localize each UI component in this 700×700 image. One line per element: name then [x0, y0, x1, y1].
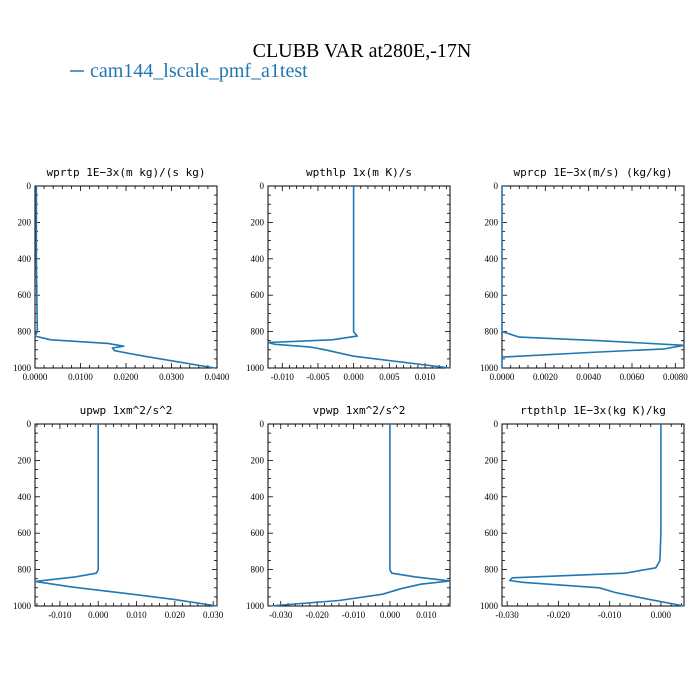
y-tick-label: 400	[251, 492, 265, 502]
x-tick-label: 0.010	[415, 372, 436, 382]
chart-panels: wprtp 1E−3x(m kg)/(s kg) 0 200 400 600 800 100…	[13, 166, 688, 620]
x-tick-label: 0.0200	[114, 372, 139, 382]
panel-3: wprcp 1E−3x(m/s) (kg/kg) 0 200 400 600 800 100…	[480, 166, 688, 382]
y-tick-label: 0	[494, 419, 499, 429]
panel-6: rtpthlp 1E−3x(kg K)/kg02004006008001000-…	[480, 404, 685, 620]
y-tick-label: 600	[485, 290, 499, 300]
x-tick-label: 0.010	[416, 610, 437, 620]
y-tick-label: 400	[18, 254, 32, 264]
x-tick-label: 0.0000	[23, 372, 48, 382]
x-tick-label: -0.020	[547, 610, 571, 620]
x-tick-label: 0.0020	[533, 372, 558, 382]
x-tick-label: -0.020	[306, 610, 330, 620]
y-tick-label: 200	[251, 455, 265, 465]
x-tick-label: 0.0100	[68, 372, 93, 382]
series-line	[501, 186, 685, 368]
x-tick-label: 0.000	[380, 610, 401, 620]
figure-title: CLUBB VAR at280E,-17N	[253, 40, 472, 62]
y-tick-label: 1000	[13, 363, 32, 373]
panel-1: wprtp 1E−3x(m kg)/(s kg) 0 200 400 600 800 100…	[13, 166, 230, 382]
x-tick-label: 0.0300	[159, 372, 184, 382]
panel-title: vpwp 1xm^2/s^2	[313, 404, 406, 417]
x-tick-label: 0.000	[88, 610, 109, 620]
x-tick-label: -0.030	[496, 610, 520, 620]
y-tick-label: 800	[485, 565, 499, 575]
y-tick-label: 200	[485, 455, 499, 465]
y-tick-label: 1000	[13, 601, 32, 611]
panel-title: upwp 1xm^2/s^2	[80, 404, 173, 417]
panel-2: wpthlp 1x(m K)/s 0 200 400 600 800 1000 -0.010 -…	[246, 166, 451, 382]
y-tick-label: 1000	[480, 363, 499, 373]
panel-4: upwp 1xm^2/s^2 0 200 400 600 800 1000 -0.010 0.0…	[13, 404, 224, 620]
legend: cam144_lscale_pmf_a1test	[70, 60, 308, 82]
panel-title: wprtp 1E−3x(m kg)/(s kg)	[47, 166, 206, 179]
panel-title: rtpthlp 1E−3x(kg K)/kg	[520, 404, 666, 417]
x-tick-label: -0.010	[342, 610, 366, 620]
y-tick-label: 0	[260, 419, 265, 429]
y-tick-label: 800	[18, 327, 32, 337]
y-tick-label: 0	[27, 181, 32, 191]
legend-label: cam144_lscale_pmf_a1test	[90, 60, 308, 82]
x-tick-label: 0.0400	[205, 372, 230, 382]
panel-5: vpwp 1xm^2/s^2 0 200 400 600 800 1000 -0.030 -0.…	[246, 404, 451, 620]
y-tick-label: 400	[251, 254, 265, 264]
y-tick-label: 600	[18, 528, 32, 538]
y-tick-label: 200	[251, 217, 265, 227]
series-line	[267, 186, 451, 369]
x-tick-label: -0.010	[598, 610, 622, 620]
plot-frame	[267, 423, 451, 607]
y-tick-label: 800	[18, 565, 32, 575]
x-tick-label: 0.010	[126, 610, 147, 620]
x-tick-label: 0.0000	[490, 372, 515, 382]
y-tick-label: 600	[251, 290, 265, 300]
y-tick-label: 800	[251, 565, 265, 575]
x-tick-label: 0.020	[165, 610, 186, 620]
y-tick-label: 0	[494, 181, 499, 191]
series-line	[269, 424, 451, 607]
y-tick-label: 200	[18, 217, 32, 227]
x-tick-label: -0.030	[269, 610, 293, 620]
y-tick-label: 600	[485, 528, 499, 538]
x-tick-label: 0.0040	[576, 372, 601, 382]
y-tick-label: 600	[18, 290, 32, 300]
y-tick-label: 200	[18, 455, 32, 465]
y-tick-label: 400	[485, 254, 499, 264]
x-tick-label: 0.0080	[663, 372, 688, 382]
panel-title: wpthlp 1x(m K)/s	[306, 166, 412, 179]
x-tick-label: 0.000	[344, 372, 365, 382]
plot-frame	[501, 423, 685, 607]
x-tick-label: -0.005	[306, 372, 330, 382]
y-tick-label: 200	[485, 217, 499, 227]
y-tick-label: 600	[251, 528, 265, 538]
y-tick-label: 1000	[246, 363, 265, 373]
y-tick-label: 400	[18, 492, 32, 502]
y-tick-label: 1000	[480, 601, 499, 611]
y-tick-label: 800	[251, 327, 265, 337]
x-tick-label: 0.0060	[620, 372, 645, 382]
panel-title: wprcp 1E−3x(m/s) (kg/kg)	[514, 166, 673, 179]
series-line	[34, 186, 215, 369]
y-tick-label: 800	[485, 327, 499, 337]
x-tick-label: -0.010	[271, 372, 295, 382]
x-tick-label: 0.000	[651, 610, 672, 620]
y-tick-label: 400	[485, 492, 499, 502]
y-tick-label: 1000	[246, 601, 265, 611]
x-tick-label: 0.030	[203, 610, 224, 620]
x-tick-label: -0.010	[48, 610, 72, 620]
y-tick-label: 0	[27, 419, 32, 429]
y-tick-label: 0	[260, 181, 265, 191]
series-line	[508, 424, 685, 607]
series-line	[34, 424, 218, 607]
x-tick-label: 0.005	[379, 372, 400, 382]
